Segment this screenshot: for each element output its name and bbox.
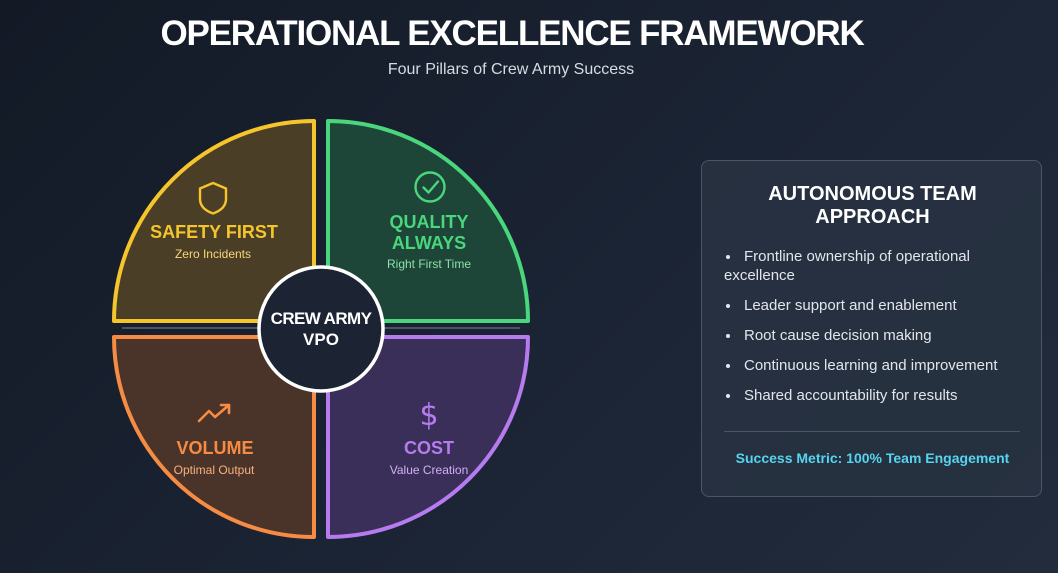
volume-title: VOLUME [176, 438, 253, 458]
quality-title-line2: ALWAYS [392, 233, 466, 253]
list-item: Leader support and enablement [724, 296, 1004, 315]
safety-quadrant [112, 119, 316, 323]
list-item: Shared accountability for results [724, 386, 1004, 405]
cost-title: COST [404, 438, 454, 458]
trend-up-icon [197, 403, 231, 423]
safety-subtitle: Zero Incidents [175, 247, 251, 261]
center-label-line1: CREW ARMY [271, 309, 373, 328]
approach-list: Frontline ownership of operational excel… [724, 247, 1004, 416]
quality-quadrant [326, 119, 530, 323]
page-subtitle: Four Pillars of Crew Army Success [387, 61, 635, 78]
volume-subtitle: Optimal Output [174, 463, 255, 477]
volume-quadrant [112, 335, 316, 539]
page-title: OPERATIONAL EXCELLENCE FRAMEWORK [160, 14, 864, 53]
quality-subtitle: Right First Time [387, 257, 471, 271]
center-label-line2: VPO [303, 330, 339, 349]
dollar-icon: $ [419, 398, 438, 433]
panel-title: AUTONOMOUS TEAM APPROACH [702, 183, 1043, 229]
panel-divider [724, 431, 1020, 432]
shield-icon [198, 181, 228, 215]
cost-subtitle: Value Creation [390, 463, 469, 477]
list-item: Root cause decision making [724, 326, 1004, 345]
success-metric: Success Metric: 100% Team Engagement [735, 450, 1010, 466]
autonomous-team-panel: AUTONOMOUS TEAM APPROACH Frontline owner… [701, 160, 1042, 497]
center-hub [257, 265, 385, 393]
safety-title: SAFETY FIRST [150, 222, 278, 242]
list-item: Continuous learning and improvement [724, 356, 1004, 375]
check-circle-icon [414, 171, 446, 203]
panel-title-line2: APPROACH [815, 206, 930, 228]
panel-title-line1: AUTONOMOUS TEAM [768, 183, 977, 205]
list-item: Frontline ownership of operational excel… [724, 247, 1004, 285]
cost-quadrant [326, 335, 530, 539]
quality-title-line1: QUALITY [390, 212, 469, 232]
